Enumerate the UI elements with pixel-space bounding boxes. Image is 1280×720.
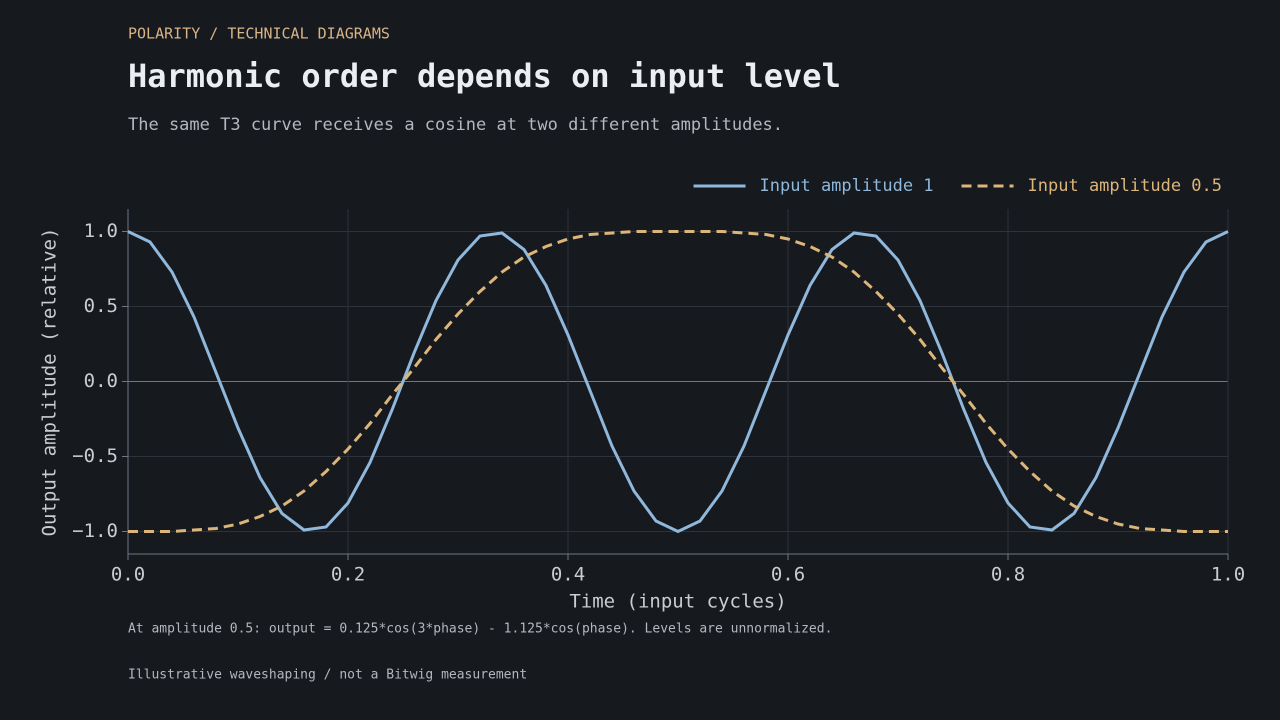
y-tick-label: −0.5 xyxy=(72,445,118,467)
legend-label: Input amplitude 0.5 xyxy=(1028,176,1222,196)
x-tick-label: 0.2 xyxy=(331,564,365,586)
y-tick-label: −1.0 xyxy=(72,520,118,542)
x-tick-label: 0.4 xyxy=(551,564,585,586)
legend-label: Input amplitude 1 xyxy=(760,176,934,196)
subtitle: The same T3 curve receives a cosine at t… xyxy=(128,115,783,135)
annotation: At amplitude 0.5: output = 0.125*cos(3*p… xyxy=(128,622,832,637)
eyebrow: POLARITY / TECHNICAL DIAGRAMS xyxy=(128,25,390,43)
line-series xyxy=(128,230,1228,533)
y-tick-label: 0.5 xyxy=(84,295,118,317)
x-tick-label: 0.0 xyxy=(111,564,145,586)
x-tick-label: 0.6 xyxy=(771,564,805,586)
line-series xyxy=(127,230,1229,534)
x-axis-label: Time (input cycles) xyxy=(569,591,786,613)
y-tick-label: 0.0 xyxy=(84,370,118,392)
y-tick-label: 1.0 xyxy=(84,220,118,242)
chart-title: Harmonic order depends on input level xyxy=(128,57,841,95)
y-axis-label: Output amplitude (relative) xyxy=(39,228,61,537)
x-tick-label: 0.8 xyxy=(991,564,1025,586)
x-tick-label: 1.0 xyxy=(1211,564,1245,586)
caption: Illustrative waveshaping / not a Bitwig … xyxy=(128,668,527,683)
